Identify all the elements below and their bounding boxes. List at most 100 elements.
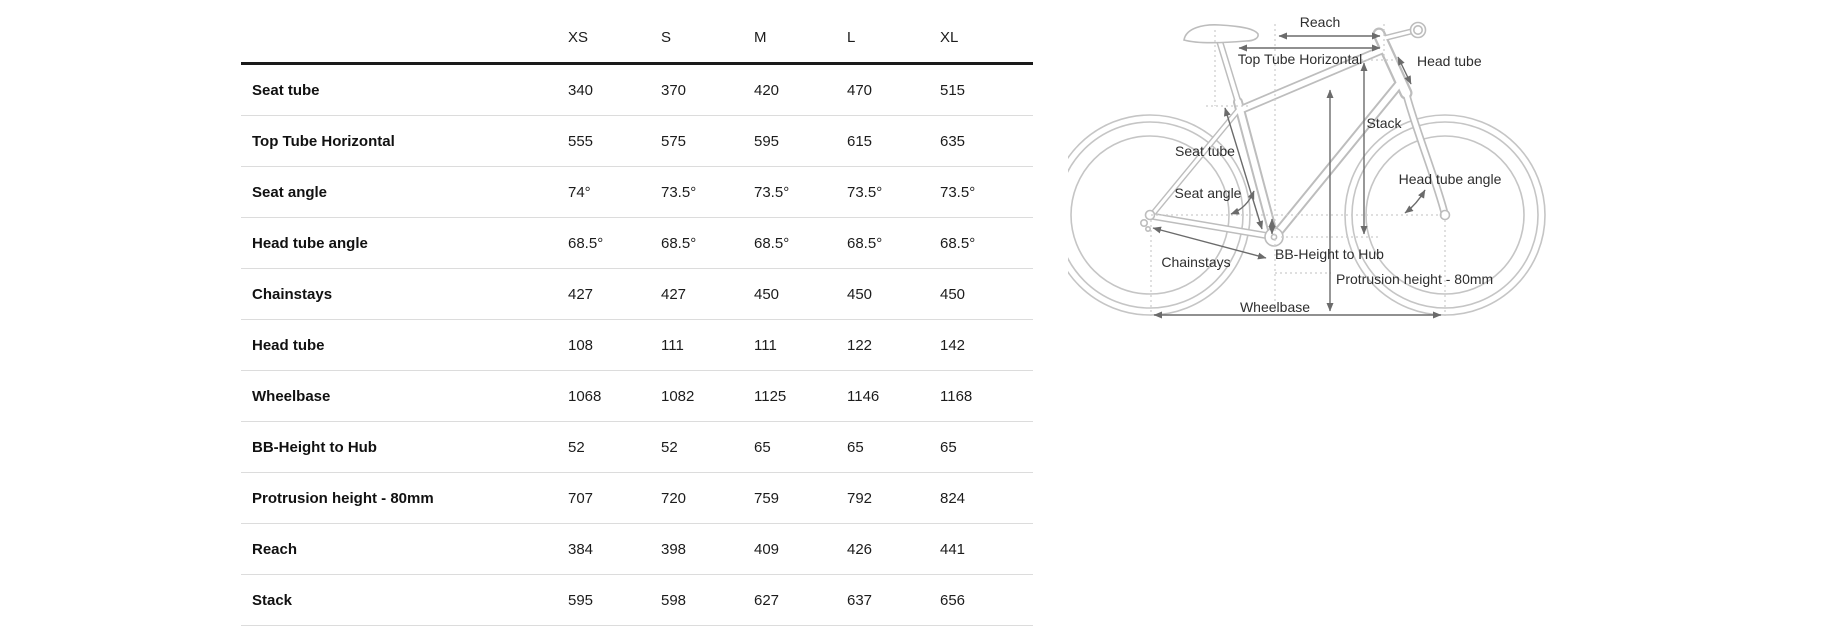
cell-value: 441 — [940, 523, 1033, 575]
cell-value: 555 — [568, 115, 661, 167]
label-stack: Stack — [1366, 115, 1402, 131]
seat-angle-arc — [1230, 190, 1255, 215]
cell-value: 470 — [847, 63, 940, 116]
label-head-tube-angle: Head tube angle — [1399, 171, 1502, 187]
cell-value: 792 — [847, 472, 940, 524]
rear-derailleur — [1140, 219, 1149, 228]
cell-value: 720 — [661, 472, 754, 524]
bike-geometry-diagram: Reach Top Tube Horizontal Head tube Stac… — [1068, 14, 1546, 319]
table-row: Wheelbase 1068 1082 1125 1146 1168 — [241, 370, 1033, 422]
cell-value: 575 — [661, 115, 754, 167]
cell-value: 427 — [661, 268, 754, 320]
cell-value: 656 — [940, 574, 1033, 626]
label-seat-tube: Seat tube — [1175, 143, 1235, 159]
label-protrusion-height: Protrusion height - 80mm — [1336, 271, 1493, 287]
cell-value: 398 — [661, 523, 754, 575]
chainstays-arrow — [1152, 226, 1267, 260]
table-row: Reach 384 398 409 426 441 — [241, 523, 1033, 575]
row-label: Protrusion height - 80mm — [241, 472, 568, 524]
cell-value: 68.5° — [847, 217, 940, 269]
row-label: Seat angle — [241, 166, 568, 218]
cell-value: 420 — [754, 63, 847, 116]
table-body: Seat tube 340 370 420 470 515 Top Tube Horizon… — [241, 63, 1033, 626]
cell-value: 111 — [661, 319, 754, 371]
cell-value: 122 — [847, 319, 940, 371]
cell-value: 824 — [940, 472, 1033, 524]
cell-value: 1082 — [661, 370, 754, 422]
cell-value: 340 — [568, 63, 661, 116]
size-header-m: M — [754, 12, 847, 65]
cell-value: 52 — [661, 421, 754, 473]
construction-lines — [1150, 24, 1446, 316]
diagram-labels: Reach Top Tube Horizontal Head tube Stac… — [1161, 14, 1501, 315]
table-row: Seat angle 74° 73.5° 73.5° 73.5° 73.5° — [241, 166, 1033, 218]
cell-value: 68.5° — [661, 217, 754, 269]
table-row: Protrusion height - 80mm 707 720 759 792 824 — [241, 472, 1033, 524]
cell-value: 1068 — [568, 370, 661, 422]
header-spacer — [241, 12, 568, 65]
cell-value: 595 — [754, 115, 847, 167]
table-row: BB-Height to Hub 52 52 65 65 65 — [241, 421, 1033, 473]
cell-value: 108 — [568, 319, 661, 371]
head-tube-angle-arc — [1404, 189, 1426, 214]
table-row: Head tube 108 111 111 122 142 — [241, 319, 1033, 371]
cell-value: 68.5° — [754, 217, 847, 269]
cell-value: 427 — [568, 268, 661, 320]
row-label: Stack — [241, 574, 568, 626]
table-row: Head tube angle 68.5° 68.5° 68.5° 68.5° 68.5° — [241, 217, 1033, 269]
row-label: Chainstays — [241, 268, 568, 320]
cell-value: 65 — [940, 421, 1033, 473]
cell-value: 515 — [940, 63, 1033, 116]
row-label: Reach — [241, 523, 568, 575]
cell-value: 1168 — [940, 370, 1033, 422]
cell-value: 111 — [754, 319, 847, 371]
table-row: Stack 595 598 627 637 656 — [241, 574, 1033, 626]
cell-value: 450 — [754, 268, 847, 320]
label-top-tube-horizontal: Top Tube Horizontal — [1238, 51, 1363, 67]
cell-value: 635 — [940, 115, 1033, 167]
cell-value: 370 — [661, 63, 754, 116]
cell-value: 52 — [568, 421, 661, 473]
dimension-arrows — [1152, 32, 1442, 319]
cell-value: 73.5° — [847, 166, 940, 218]
cell-value: 615 — [847, 115, 940, 167]
size-header-s: S — [661, 12, 754, 65]
cell-value: 637 — [847, 574, 940, 626]
cell-value: 450 — [847, 268, 940, 320]
cell-value: 426 — [847, 523, 940, 575]
label-bb-height-to-hub: BB-Height to Hub — [1275, 246, 1384, 262]
geometry-table: XS S M L XL Seat tube 340 370 420 470 515 Top Tube… — [241, 12, 1033, 626]
row-label: Head tube — [241, 319, 568, 371]
cell-value: 68.5° — [940, 217, 1033, 269]
cell-value: 73.5° — [754, 166, 847, 218]
head-tube-arrow — [1397, 56, 1412, 85]
cell-value: 384 — [568, 523, 661, 575]
cell-value: 65 — [754, 421, 847, 473]
table-row: Seat tube 340 370 420 470 515 — [241, 63, 1033, 116]
row-label: BB-Height to Hub — [241, 421, 568, 473]
cell-value: 627 — [754, 574, 847, 626]
size-header-xs: XS — [568, 12, 661, 65]
label-wheelbase: Wheelbase — [1240, 299, 1310, 315]
seat-tube-arrow — [1223, 107, 1264, 230]
cell-value: 1125 — [754, 370, 847, 422]
label-seat-angle: Seat angle — [1175, 185, 1242, 201]
size-header-l: L — [847, 12, 940, 65]
cell-value: 707 — [568, 472, 661, 524]
label-chainstays: Chainstays — [1161, 254, 1230, 270]
label-reach: Reach — [1300, 14, 1340, 30]
cell-value: 759 — [754, 472, 847, 524]
rear-hub — [1144, 209, 1156, 221]
table-row: Top Tube Horizontal 555 575 595 615 635 — [241, 115, 1033, 167]
label-head-tube: Head tube — [1417, 53, 1482, 69]
cell-value: 595 — [568, 574, 661, 626]
cell-value: 73.5° — [940, 166, 1033, 218]
cell-value: 450 — [940, 268, 1033, 320]
cell-value: 598 — [661, 574, 754, 626]
cell-value: 142 — [940, 319, 1033, 371]
row-label: Seat tube — [241, 63, 568, 116]
cell-value: 409 — [754, 523, 847, 575]
table-row: Chainstays 427 427 450 450 450 — [241, 268, 1033, 320]
saddle — [1183, 24, 1259, 44]
